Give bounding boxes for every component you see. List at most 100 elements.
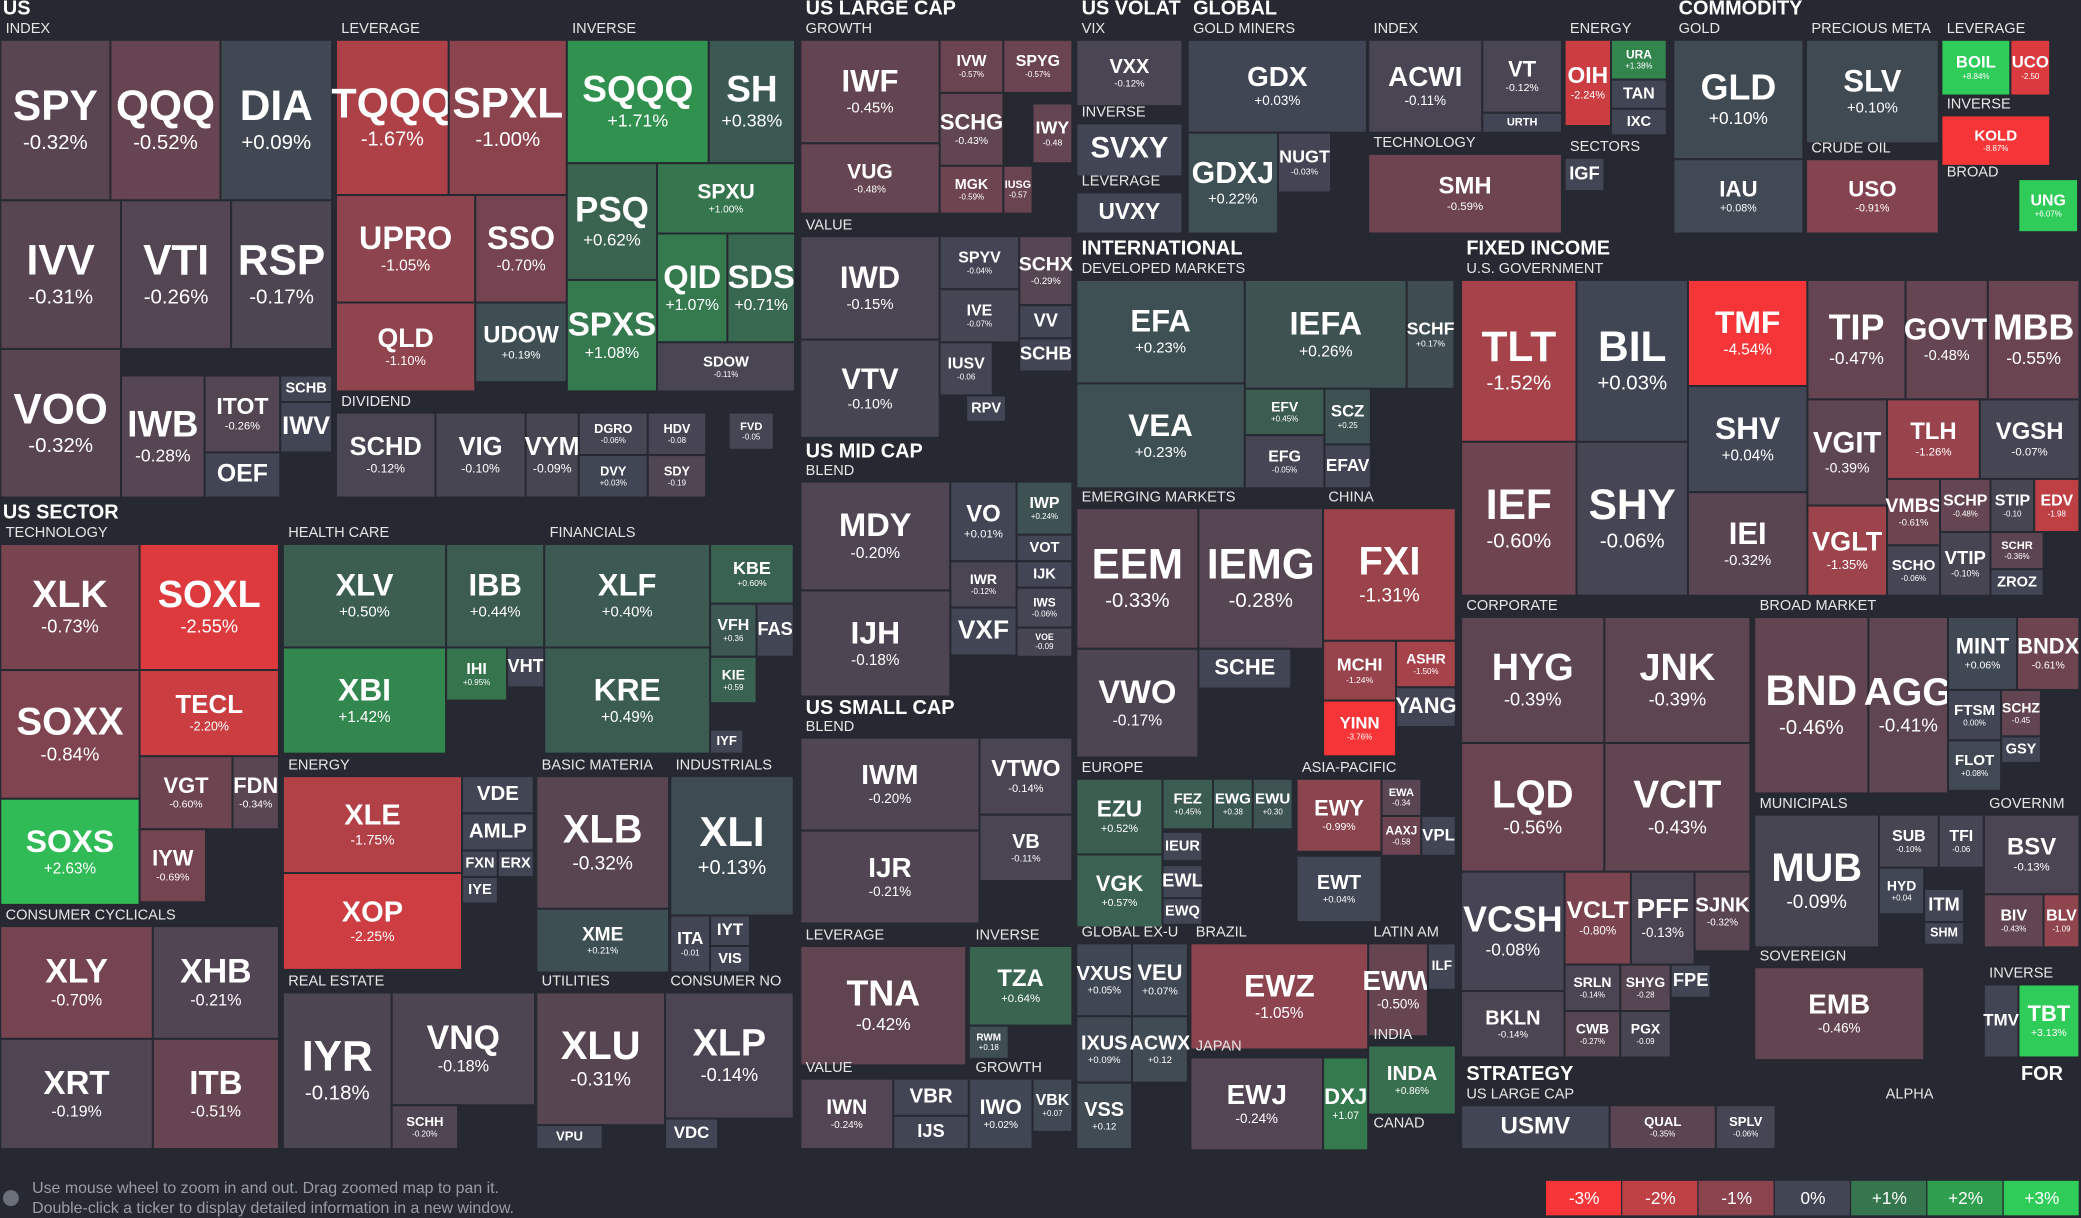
tile[interactable]: XLV +0.50% <box>281 542 448 649</box>
tile[interactable]: SPXS+1.08% <box>565 278 659 393</box>
tile[interactable]: IYR-0.18% <box>281 991 393 1151</box>
tile[interactable]: IUSV-0.06 <box>938 341 994 397</box>
tile[interactable]: VB-0.11% <box>978 813 1074 882</box>
tile[interactable]: SCHB <box>1018 337 1074 373</box>
tile[interactable]: IWS-0.06% <box>1015 586 1074 629</box>
tile[interactable]: SLV +0.10% <box>1805 38 1940 145</box>
tile[interactable]: IEUR <box>1161 830 1204 863</box>
tile[interactable]: TMF -4.54% <box>1686 278 1809 388</box>
tile[interactable]: EFAV <box>1323 443 1372 490</box>
tile[interactable]: JNK-0.39% <box>1603 615 1752 745</box>
tile[interactable]: IYT <box>709 914 751 948</box>
tile[interactable]: FAS <box>755 602 795 658</box>
tile[interactable]: IVV-0.31% <box>0 199 123 350</box>
tile[interactable]: TBT +3.13% <box>2017 983 2081 1059</box>
tile[interactable]: IWR-0.12% <box>949 560 1018 609</box>
tile[interactable]: ACWI-0.11% <box>1367 38 1484 134</box>
tile[interactable]: CWB-0.27% <box>1563 1010 1622 1059</box>
tile[interactable]: SPXL -1.00% <box>447 38 568 197</box>
tile[interactable]: ASHR-1.50% <box>1395 639 1457 689</box>
tile[interactable]: GDX+0.03% <box>1186 38 1368 134</box>
tile[interactable]: UPRO -1.05% <box>334 194 477 304</box>
tile[interactable]: QID +1.07% <box>656 232 729 344</box>
tile[interactable]: IWN-0.24% <box>799 1077 895 1151</box>
tile[interactable]: EWU+0.30 <box>1251 777 1294 831</box>
tile[interactable]: IJH -0.18% <box>799 589 952 698</box>
tile[interactable]: BND -0.46% <box>1753 615 1870 795</box>
tile[interactable]: QLD-1.10% <box>334 301 477 393</box>
tile[interactable]: EWT+0.04% <box>1295 854 1383 924</box>
tile[interactable]: XLK-0.73% <box>0 542 141 672</box>
tile[interactable]: VDE <box>461 775 535 815</box>
tile[interactable]: SCHB <box>279 374 333 404</box>
tile[interactable]: VXUS+0.05% <box>1075 942 1134 1018</box>
tile[interactable]: XLU-0.31% <box>535 991 667 1127</box>
tile[interactable]: IXC <box>1610 107 1668 137</box>
tile[interactable]: EZU+0.52% <box>1075 777 1164 856</box>
tile[interactable]: UCO-2.50 <box>2009 38 2052 97</box>
tile[interactable]: EWQ <box>1161 897 1204 926</box>
tile[interactable]: FXN <box>461 849 499 879</box>
tile[interactable]: EFA +0.23% <box>1075 278 1246 385</box>
tile[interactable]: XLP-0.14% <box>664 991 795 1120</box>
tile[interactable]: SCHP-0.48% <box>1939 477 1992 534</box>
tile[interactable]: VO +0.01% <box>949 480 1018 563</box>
tile[interactable]: GSY <box>2000 735 2042 764</box>
tile[interactable]: BOIL+8.84% <box>1940 38 2012 97</box>
tile[interactable]: KBE+0.60% <box>709 542 795 605</box>
tile[interactable]: EEM -0.33% <box>1075 507 1200 650</box>
tile[interactable]: EWY -0.99% <box>1295 777 1383 853</box>
tile[interactable]: FDN -0.34% <box>231 755 280 831</box>
tile[interactable]: EWW-0.50% <box>1362 942 1434 1038</box>
tile[interactable]: KRE+0.49% <box>543 646 712 755</box>
tile[interactable]: BNDX -0.61% <box>2016 615 2081 691</box>
tile[interactable]: IAU+0.08% <box>1672 158 1805 235</box>
tile[interactable]: VOE-0.09 <box>1015 626 1074 658</box>
tile[interactable]: IVE-0.07% <box>938 288 1021 344</box>
tile[interactable]: SHM <box>1923 921 1965 946</box>
tile[interactable]: QQQ -0.52% <box>109 38 222 202</box>
tile[interactable]: VGLT-1.35% <box>1806 504 1888 597</box>
tile[interactable]: IXUS+0.09% <box>1075 1015 1134 1084</box>
tile[interactable]: STIP-0.10 <box>1989 477 2036 534</box>
tile[interactable]: IBB +0.44% <box>445 542 546 649</box>
tile[interactable]: VMBS-0.61% <box>1885 477 1942 547</box>
tile[interactable]: VOO -0.32% <box>0 347 123 499</box>
tile[interactable]: SPYV-0.04% <box>938 235 1021 291</box>
tile[interactable]: VGT -0.60% <box>138 755 234 831</box>
tile[interactable]: DVY+0.03% <box>577 454 649 499</box>
tile[interactable]: VWO -0.17% <box>1075 647 1200 759</box>
tile[interactable]: EWA-0.34 <box>1380 777 1423 817</box>
tile[interactable]: VPU <box>535 1124 604 1151</box>
tile[interactable]: VTWO -0.14% <box>978 736 1074 816</box>
tile[interactable]: DGRO-0.06% <box>577 411 649 457</box>
tile[interactable]: IWF -0.45% <box>799 38 941 145</box>
tile[interactable]: AAXJ-0.58 <box>1380 814 1423 857</box>
tile[interactable]: IUSG-0.57 <box>1002 164 1034 215</box>
tile[interactable]: INDA+0.86% <box>1367 1044 1457 1116</box>
tile[interactable]: NUGT-0.03% <box>1277 131 1333 194</box>
tile[interactable]: AGG-0.41% <box>1864 615 1953 795</box>
tile[interactable]: SCHG -0.43% <box>938 91 1005 167</box>
tile[interactable]: TLH-1.26% <box>1886 398 1981 480</box>
tile[interactable]: SSO -0.70% <box>474 194 568 304</box>
tile[interactable]: IJR-0.21% <box>799 829 981 925</box>
tile[interactable]: ITM <box>1923 887 1965 924</box>
tile[interactable]: FEZ+0.45% <box>1161 777 1214 831</box>
tile[interactable]: EFV+0.45% <box>1243 387 1326 437</box>
tile[interactable]: ILF <box>1426 942 1457 991</box>
tile[interactable]: EMB-0.46% <box>1753 966 1926 1062</box>
tile[interactable]: VYM-0.09% <box>525 411 580 499</box>
tile[interactable]: VTV-0.10% <box>799 338 941 439</box>
tile[interactable]: VIG-0.10% <box>434 411 527 499</box>
tile[interactable]: VUG -0.48% <box>799 142 941 215</box>
tile[interactable]: TLT -1.52% <box>1460 278 1578 443</box>
tile[interactable]: VHT <box>506 646 546 689</box>
tile[interactable]: KOLD-8.87% <box>1940 114 2052 167</box>
tile[interactable]: TZA+0.64% <box>967 945 1074 1027</box>
tile[interactable]: IJK <box>1015 560 1074 589</box>
tile[interactable]: EWJ-0.24% <box>1189 1056 1325 1152</box>
tile[interactable]: MDY -0.20% <box>799 480 952 592</box>
tile[interactable]: XRT -0.19% <box>0 1037 154 1151</box>
